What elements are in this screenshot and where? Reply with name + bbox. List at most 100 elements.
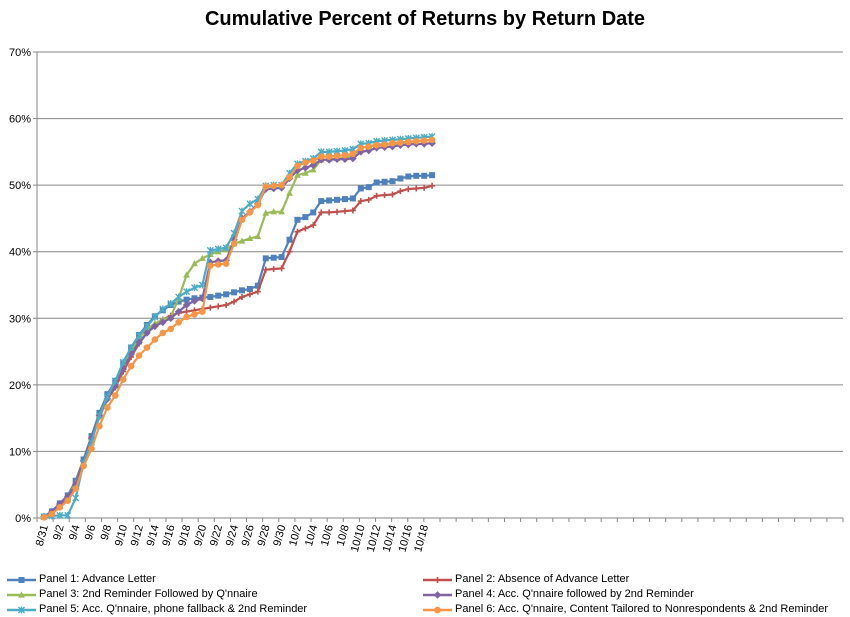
- data-point-panel-5: [214, 245, 222, 253]
- x-tick-label: 9/26: [240, 524, 257, 548]
- data-point-panel-1: [262, 255, 269, 262]
- data-point-panel-4: [135, 338, 143, 347]
- y-tick-label: 0%: [15, 513, 31, 525]
- data-point-panel-4: [214, 257, 223, 265]
- data-point-panel-2: [223, 301, 230, 308]
- data-point-panel-2: [405, 186, 412, 193]
- data-point-panel-1: [215, 292, 222, 299]
- x-tick-label: 9/16: [160, 524, 177, 548]
- data-point-panel-1: [413, 172, 420, 179]
- data-point-panel-6: [72, 485, 79, 493]
- data-point-panel-4: [198, 294, 207, 303]
- data-point-panel-6: [214, 261, 222, 268]
- data-point-panel-6: [412, 137, 420, 145]
- data-point-panel-2: [183, 308, 190, 315]
- data-point-panel-5: [206, 246, 214, 254]
- chart-plot-area: 0%10%20%30%40%50%60%70%8/31 9/2 9/4 9/6 9/89…: [9, 47, 844, 554]
- data-point-panel-2: [365, 196, 372, 203]
- data-point-panel-2: [334, 208, 341, 215]
- legend-label: Panel 1: Advance Letter: [39, 573, 156, 585]
- x-tick-label: 10/2: [287, 524, 304, 548]
- data-point-panel-4: [174, 307, 183, 316]
- data-point-panel-6: [135, 352, 143, 359]
- data-point-panel-6: [143, 344, 151, 351]
- legend-marker: [18, 591, 25, 598]
- x-tick-label: 10/18: [412, 524, 431, 554]
- legend-swatch: [423, 577, 452, 583]
- data-point-panel-1: [341, 196, 348, 203]
- data-point-panel-2: [215, 303, 222, 310]
- data-point-panel-3: [199, 254, 206, 261]
- data-point-panel-4: [325, 156, 333, 164]
- series-line-panel-5: [43, 135, 433, 518]
- y-tick-label: 10%: [9, 446, 31, 458]
- data-point-panel-6: [238, 216, 246, 224]
- data-point-panel-6: [262, 183, 270, 190]
- data-point-panel-5: [175, 293, 183, 301]
- data-point-panel-3: [286, 189, 293, 196]
- data-point-panel-6: [127, 362, 135, 370]
- data-point-panel-1: [175, 298, 182, 305]
- x-tick-label: 9/14: [145, 524, 162, 548]
- data-point-panel-4: [230, 235, 238, 244]
- chart-title: Cumulative Percent of Returns by Return …: [204, 8, 646, 30]
- data-point-panel-5: [64, 511, 72, 519]
- data-point-panel-2: [318, 209, 325, 216]
- data-point-panel-3: [238, 237, 246, 244]
- legend-label: Panel 2: Absence of Advance Letter: [455, 573, 630, 585]
- data-point-panel-5: [72, 494, 80, 502]
- data-point-panel-3: [278, 208, 285, 215]
- y-tick-label: 30%: [9, 313, 31, 325]
- x-tick-label: 9/24: [224, 524, 241, 548]
- data-point-panel-1: [254, 282, 261, 289]
- data-point-panel-5: [222, 244, 230, 252]
- data-point-panel-4: [301, 164, 310, 172]
- legend-label: Panel 4: Acc. Q'nnaire followed by 2nd R…: [455, 588, 694, 600]
- data-point-panel-2: [421, 184, 428, 191]
- data-point-panel-1: [231, 289, 238, 296]
- legend-swatch: [423, 606, 452, 614]
- data-point-panel-3: [262, 209, 270, 216]
- data-point-panel-6: [381, 141, 388, 148]
- data-point-panel-1: [429, 172, 436, 179]
- data-point-panel-2: [207, 304, 214, 311]
- y-tick-label: 50%: [9, 180, 31, 192]
- data-point-panel-6: [88, 445, 95, 453]
- data-point-panel-6: [389, 139, 396, 147]
- data-point-panel-5: [143, 322, 151, 330]
- x-tick-label: 9/10: [113, 524, 130, 548]
- data-point-panel-6: [96, 422, 103, 430]
- data-point-panel-1: [223, 291, 230, 298]
- x-tick-label: 9/8: [99, 524, 115, 542]
- data-point-panel-4: [420, 140, 428, 148]
- data-point-panel-3: [309, 166, 317, 173]
- data-point-panel-6: [222, 260, 230, 267]
- legend-label: Panel 6: Acc. Q'nnaire, Content Tailored…: [455, 603, 829, 615]
- data-point-panel-6: [199, 308, 206, 315]
- data-point-panel-1: [357, 185, 364, 192]
- data-point-panel-2: [310, 222, 317, 229]
- data-point-panel-6: [48, 510, 56, 518]
- data-point-panel-4: [166, 314, 175, 323]
- data-point-panel-2: [270, 266, 277, 273]
- data-point-panel-6: [183, 313, 190, 321]
- data-point-panel-5: [119, 358, 127, 366]
- data-point-panel-6: [325, 153, 333, 160]
- data-point-panel-5: [246, 200, 254, 208]
- data-point-panel-3: [254, 232, 262, 240]
- data-point-panel-6: [365, 143, 373, 150]
- x-tick-label: 9/30: [271, 524, 288, 548]
- chart-legend: Panel 1: Advance Letter Panel 2: Absence…: [0, 570, 850, 616]
- legend-marker: [434, 577, 441, 583]
- data-point-panel-6: [254, 201, 262, 209]
- data-point-panel-2: [326, 209, 333, 216]
- data-point-panel-4: [317, 156, 325, 164]
- x-tick-label: 9/20: [192, 524, 209, 548]
- data-point-panel-2: [302, 225, 309, 232]
- data-point-panel-6: [302, 159, 309, 166]
- data-point-panel-6: [104, 404, 111, 411]
- data-point-panel-6: [349, 150, 357, 158]
- legend-marker: [434, 606, 441, 614]
- data-point-panel-6: [341, 151, 349, 159]
- data-point-panel-6: [207, 262, 214, 269]
